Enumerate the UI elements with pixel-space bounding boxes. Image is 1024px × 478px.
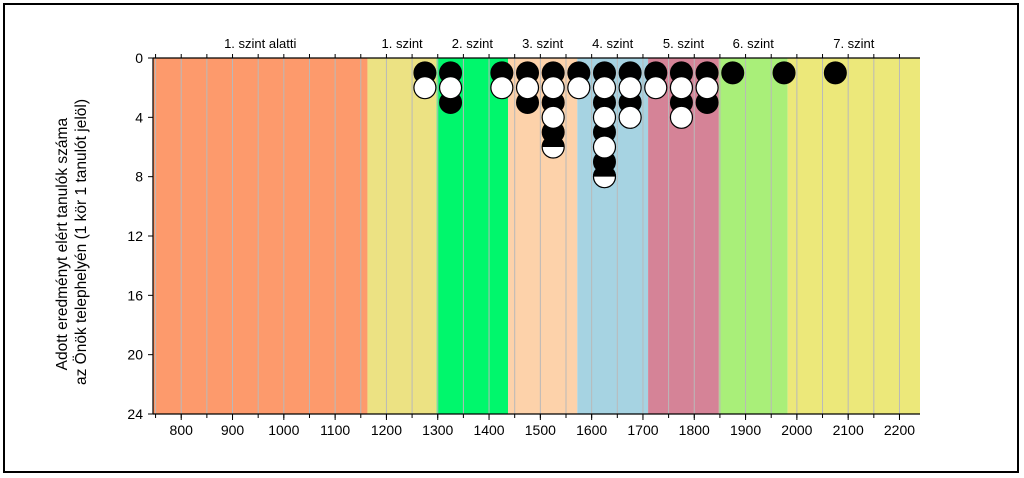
point-open [695,76,719,100]
level-label-7: 6. szint [733,36,775,51]
y-axis-label: Adott eredményt elért tanulók száma az Ö… [54,99,90,385]
y-axis-label-line-2: az Önök telephelyén (1 kör 1 tanulót jel… [72,99,90,385]
y-tick-label: 20 [127,347,143,363]
point-open [644,76,668,100]
point-split [541,135,565,159]
point-open [592,76,617,100]
point-open [592,135,617,159]
x-tick-label: 1300 [422,422,453,438]
point-split-top [593,165,616,177]
point-open [567,76,591,100]
level-labels: 1. szint alatti 1. szint 2. szint 3. szint 4… [224,36,875,51]
band-1 [153,58,368,414]
point-filled [721,61,745,85]
point-filled [823,61,847,85]
point-open [669,105,694,129]
point-filled [772,61,796,85]
y-tick-label: 16 [127,287,143,303]
x-tick-label: 1200 [371,422,402,438]
x-tick-label: 1800 [679,422,710,438]
point-open [413,76,437,100]
x-tick-label: 1500 [525,422,556,438]
point-open [592,105,617,129]
band-8 [787,58,920,414]
y-tick-label: 4 [135,109,143,125]
chart-svg: 800 900 1000 1100 1200 1300 1400 1500 1600 1700 18… [54,36,920,438]
point-open [618,105,642,129]
x-tick-label: 1900 [730,422,761,438]
axis-ticks: 800 900 1000 1100 1200 1300 1400 1500 1600 1700 18… [127,50,915,438]
point-open [438,76,463,100]
band-3 [436,58,509,414]
point-open [490,76,514,100]
data-points [413,61,847,189]
band-7 [718,58,788,414]
point-open [515,76,540,100]
y-tick-label: 8 [135,169,143,185]
level-label-2: 1. szint [381,36,423,51]
point-open [618,76,642,100]
level-label-6: 5. szint [663,36,705,51]
x-tick-label: 1400 [473,422,504,438]
y-tick-label: 0 [135,50,143,66]
x-tick-label: 1100 [320,422,350,438]
level-label-1: 1. szint alatti [224,36,296,51]
x-tick-label: 1600 [576,422,607,438]
y-tick-label: 12 [127,228,143,244]
vertical-gridlines [155,58,900,414]
chart-frame: 800 900 1000 1100 1200 1300 1400 1500 1600 1700 18… [3,3,1019,473]
x-tick-label: 2100 [833,422,864,438]
x-tick-label: 900 [221,422,245,438]
x-tick-label: 2000 [781,422,812,438]
level-label-4: 3. szint [522,36,564,51]
x-tick-label: 1700 [627,422,658,438]
band-2 [367,58,437,414]
y-axis-label-line-1: Adott eredményt elért tanulók száma [54,118,71,371]
level-label-8: 7. szint [833,36,875,51]
point-open [541,76,565,100]
point-split [592,165,617,189]
x-tick-label: 1000 [268,422,299,438]
point-open [669,76,694,100]
x-tick-label: 800 [170,422,194,438]
level-bands [153,58,920,414]
point-open [541,105,565,129]
point-split-top [542,136,565,147]
level-label-5: 4. szint [592,36,634,51]
x-tick-label: 2200 [884,422,915,438]
y-tick-label: 24 [127,406,143,422]
band-4 [508,58,578,414]
level-label-3: 2. szint [452,36,494,51]
